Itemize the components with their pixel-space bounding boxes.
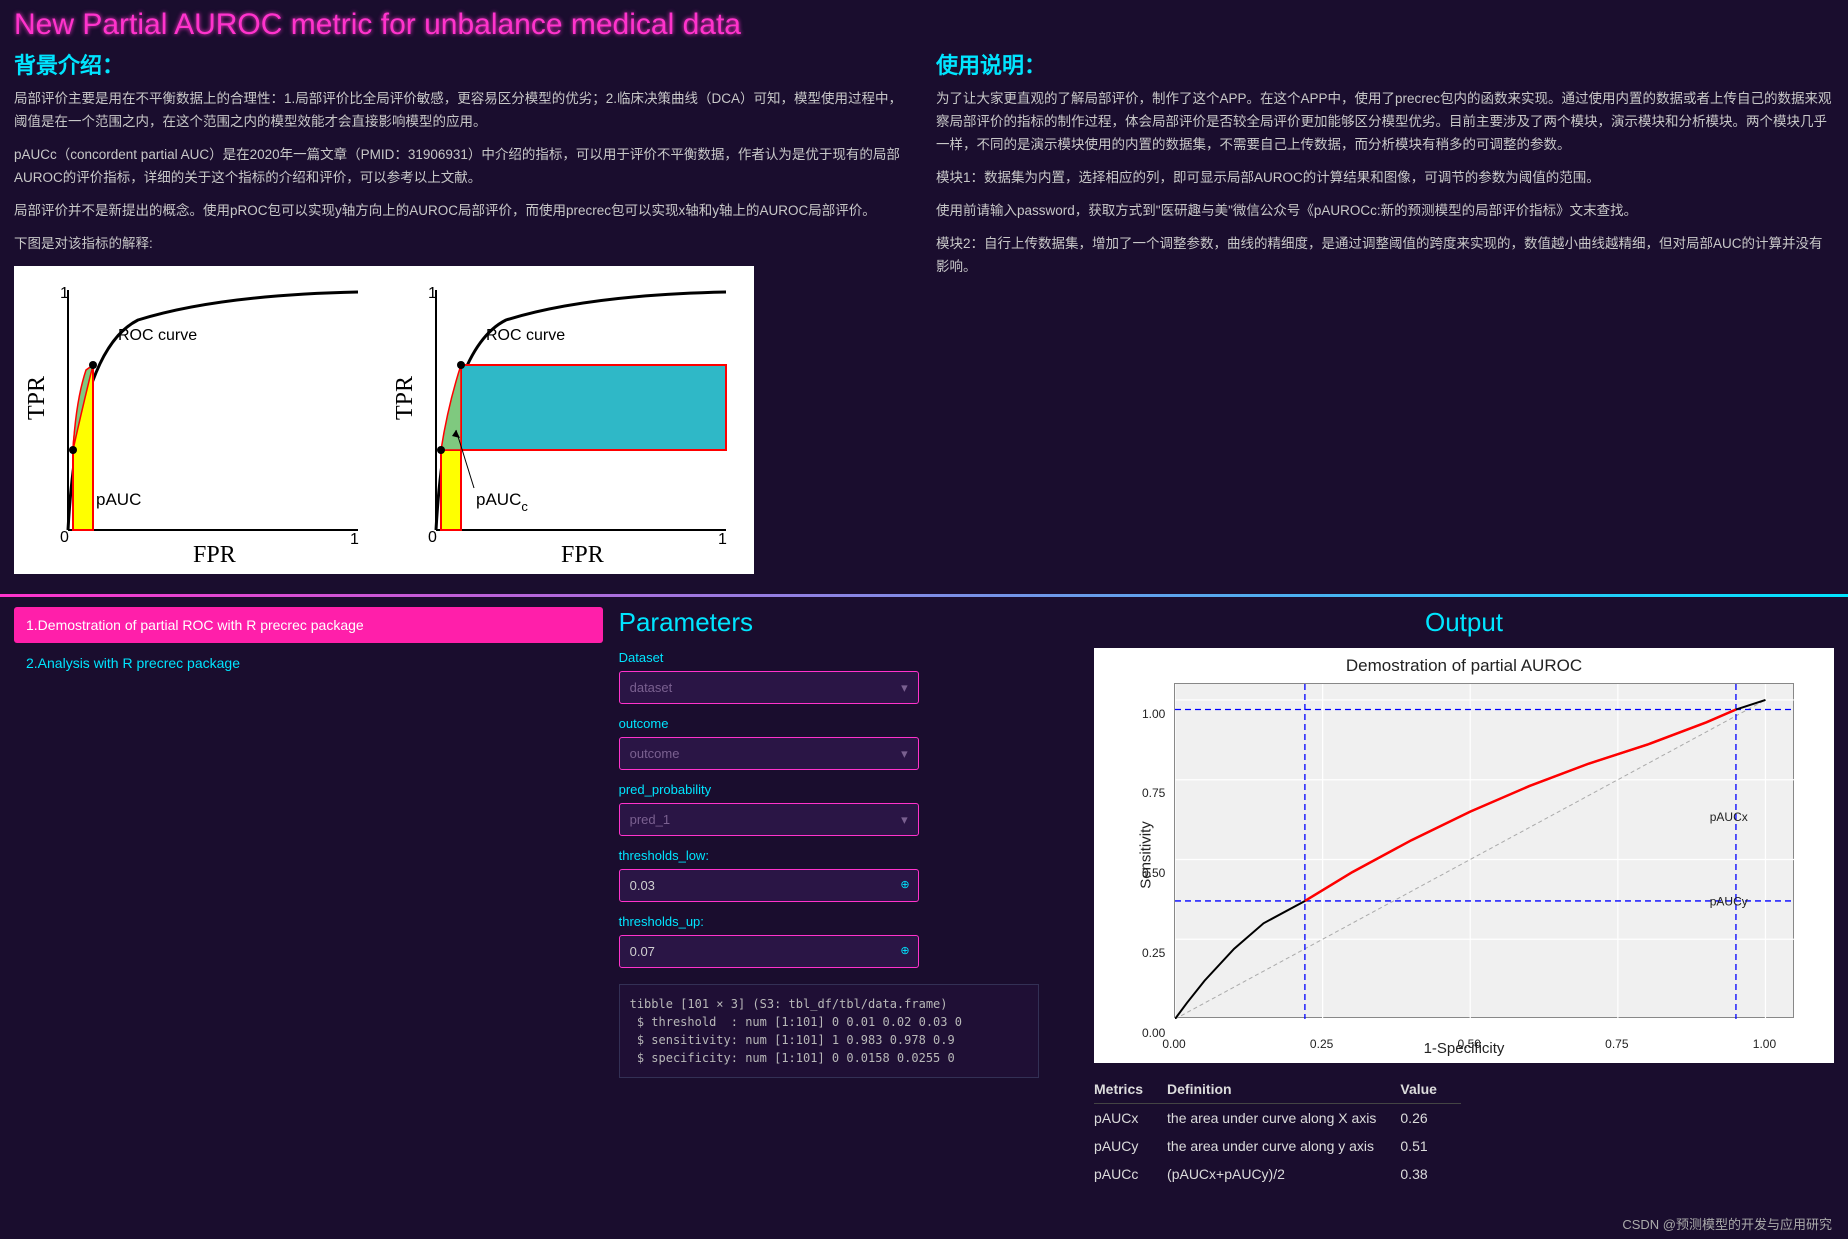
thr-low-label: thresholds_low: (619, 848, 1078, 863)
usage-p1: 为了让大家更直观的了解局部评价，制作了这个APP。在这个APP中，使用了prec… (936, 88, 1834, 157)
usage-p4: 模块2：自行上传数据集，增加了一个调整参数，曲线的精细度，是通过调整阈值的跨度来… (936, 233, 1834, 279)
table-row: pAUCc(pAUCx+pAUCy)/20.38 (1094, 1160, 1461, 1188)
table-row: pAUCxthe area under curve along X axis0.… (1094, 1103, 1461, 1132)
outcome-label: outcome (619, 716, 1078, 731)
metrics-col-0: Metrics (1094, 1075, 1167, 1104)
background-heading: 背景介绍： (14, 48, 912, 80)
tab-demo[interactable]: 1.Demostration of partial ROC with R pre… (14, 607, 603, 643)
thr-up-input[interactable]: 0.07 (619, 935, 919, 968)
dataset-label: Dataset (619, 650, 1078, 665)
svg-text:FPR: FPR (561, 542, 604, 568)
svg-text:ROC curve: ROC curve (486, 327, 565, 344)
page-title: New Partial AUROC metric for unbalance m… (0, 0, 1848, 48)
svg-text:TPR: TPR (392, 376, 418, 420)
svg-text:0: 0 (428, 529, 437, 546)
usage-column: 使用说明： 为了让大家更直观的了解局部评价，制作了这个APP。在这个APP中，使… (936, 48, 1834, 580)
thr-low-input[interactable]: 0.03 (619, 869, 919, 902)
dataset-select[interactable]: dataset (619, 671, 919, 704)
svg-text:1: 1 (60, 285, 69, 302)
tabs-panel: 1.Demostration of partial ROC with R pre… (14, 607, 603, 1188)
svg-text:ROC curve: ROC curve (118, 327, 197, 344)
main-row: 1.Demostration of partial ROC with R pre… (0, 607, 1848, 1188)
svg-text:pAUCx: pAUCx (1710, 810, 1748, 824)
pred-label: pred_probability (619, 782, 1078, 797)
watermark: CSDN @预测模型的开发与应用研究 (1622, 1214, 1832, 1233)
diagram-right: TPR FPR 1 0 1 ROC curve pAUCc (386, 270, 746, 570)
usage-p2: 模块1：数据集为内置，选择相应的列，即可显示局部AUROC的计算结果和图像，可调… (936, 167, 1834, 190)
bg-p2: pAUCc（concordent partial AUC）是在2020年一篇文章… (14, 144, 912, 190)
metrics-col-1: Definition (1167, 1075, 1400, 1104)
divider (0, 594, 1848, 597)
parameters-heading: Parameters (619, 607, 1078, 638)
bg-p4: 下图是对该指标的解释: (14, 233, 912, 256)
parameters-panel: Parameters Dataset dataset outcome outco… (619, 607, 1078, 1188)
pauc-diagram: TPR FPR 1 0 1 ROC curve pAUC (14, 266, 754, 574)
svg-text:1: 1 (428, 285, 437, 302)
tab-analysis[interactable]: 2.Analysis with R precrec package (14, 645, 603, 681)
chart-svg: pAUCx pAUCy (1175, 684, 1795, 1019)
svg-text:1: 1 (718, 531, 727, 548)
output-heading: Output (1094, 607, 1834, 638)
pred-select[interactable]: pred_1 (619, 803, 919, 836)
bg-p1: 局部评价主要是用在不平衡数据上的合理性：1.局部评价比全局评价敏感，更容易区分模… (14, 88, 912, 134)
metrics-table: Metrics Definition Value pAUCxthe area u… (1094, 1075, 1461, 1188)
svg-text:FPR: FPR (193, 542, 236, 568)
metrics-col-2: Value (1400, 1075, 1461, 1104)
svg-text:pAUC: pAUC (96, 490, 141, 509)
output-panel: Output Demostration of partial AUROC Sen… (1094, 607, 1834, 1188)
thr-up-label: thresholds_up: (619, 914, 1078, 929)
code-output: tibble [101 × 3] (S3: tbl_df/tbl/data.fr… (619, 984, 1039, 1078)
svg-text:TPR: TPR (24, 376, 50, 420)
info-columns: 背景介绍： 局部评价主要是用在不平衡数据上的合理性：1.局部评价比全局评价敏感，… (0, 48, 1848, 588)
usage-heading: 使用说明： (936, 48, 1834, 80)
outcome-select[interactable]: outcome (619, 737, 919, 770)
bg-p3: 局部评价并不是新提出的概念。使用pROC包可以实现y轴方向上的AUROC局部评价… (14, 200, 912, 223)
svg-text:1: 1 (350, 531, 359, 548)
svg-text:0: 0 (60, 529, 69, 546)
output-chart: Demostration of partial AUROC Sensitivit… (1094, 648, 1834, 1063)
chart-title: Demostration of partial AUROC (1094, 656, 1834, 676)
table-row: pAUCythe area under curve along y axis0.… (1094, 1132, 1461, 1160)
diagram-left: TPR FPR 1 0 1 ROC curve pAUC (18, 270, 378, 570)
background-column: 背景介绍： 局部评价主要是用在不平衡数据上的合理性：1.局部评价比全局评价敏感，… (14, 48, 912, 580)
svg-text:pAUCy: pAUCy (1710, 894, 1748, 908)
usage-p3: 使用前请输入password，获取方式到"医研趣与美"微信公众号《pAUROCc… (936, 200, 1834, 223)
plot-area: pAUCx pAUCy (1174, 683, 1794, 1018)
